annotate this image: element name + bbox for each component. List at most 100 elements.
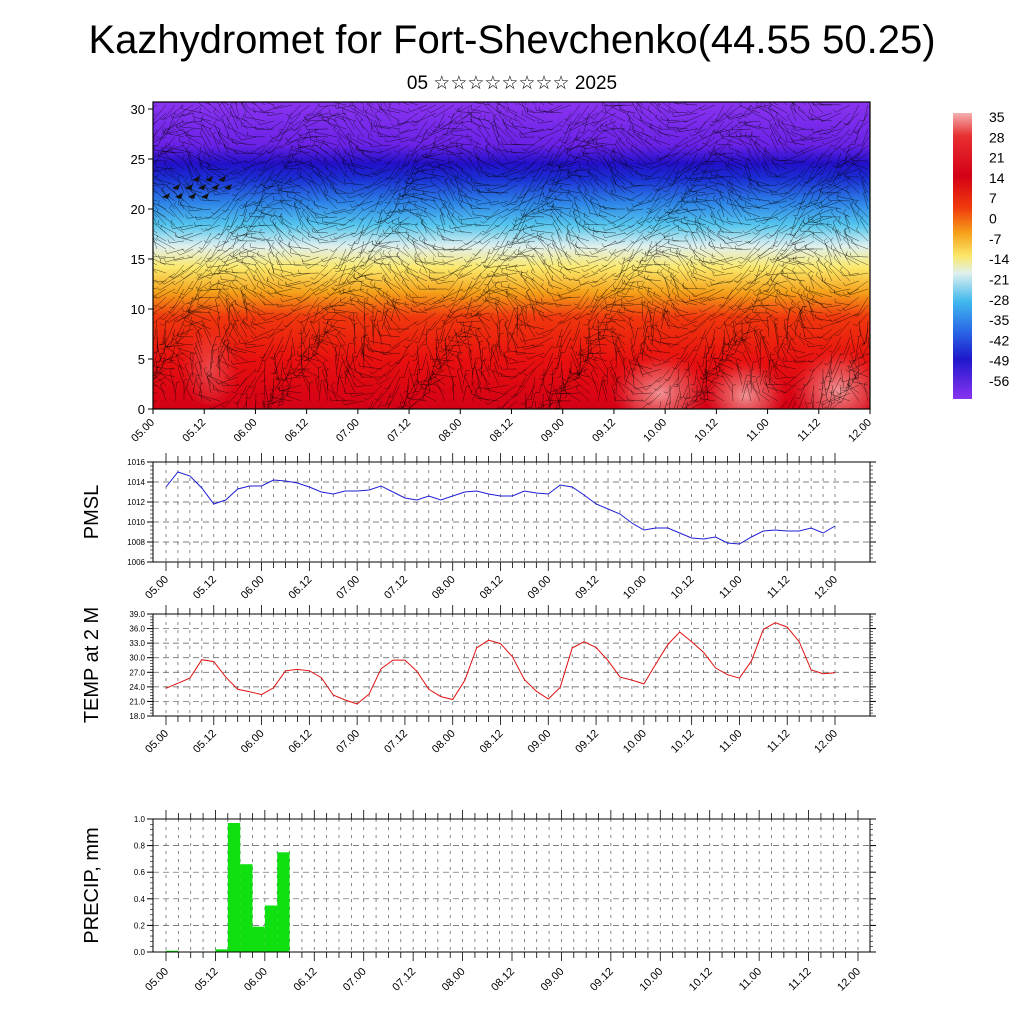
y-tick-label: 25 xyxy=(131,152,145,167)
x-tick-label: 06.00 xyxy=(239,574,267,602)
wind-flag xyxy=(201,193,209,199)
x-tick-label: 09.12 xyxy=(573,728,601,756)
colorbar-label: -42 xyxy=(989,332,1009,348)
colorbar-label: 28 xyxy=(989,129,1005,145)
wind-flag xyxy=(192,176,200,182)
pmsl-ylabel: PMSL xyxy=(81,485,103,539)
colorbar-label: 0 xyxy=(989,211,997,227)
x-tick-label: 06.00 xyxy=(232,417,260,445)
x-tick-label: 11.12 xyxy=(765,574,792,601)
x-tick-label: 08.12 xyxy=(489,966,517,994)
temp-series-line xyxy=(165,622,836,705)
x-tick-label: 09.12 xyxy=(573,574,601,602)
colorbar-label: -7 xyxy=(989,231,1002,247)
y-tick-label: 0.0 xyxy=(134,948,146,957)
x-tick-label: 05.12 xyxy=(191,728,219,756)
y-tick-label: 20 xyxy=(131,202,145,217)
x-tick-label: 10.12 xyxy=(669,574,697,602)
precip-bar xyxy=(215,949,228,952)
y-tick-label: 30.0 xyxy=(129,654,145,663)
wind-flag xyxy=(162,193,170,199)
colorbar: 35 28 21 14 7 0 -7 -14 -21 -28 -35 -42 -49 -56 xyxy=(953,109,1009,399)
wind-flag xyxy=(205,176,213,182)
x-tick-label: 08.00 xyxy=(430,574,458,602)
x-tick-label: 07.12 xyxy=(382,574,410,602)
precip-frame xyxy=(152,818,871,953)
y-tick-label: 30 xyxy=(131,102,145,117)
precip-bars xyxy=(166,823,290,953)
x-tick-label: 07.00 xyxy=(334,417,362,445)
x-tick-label: 12.00 xyxy=(812,728,840,756)
x-tick-label: 08.12 xyxy=(478,574,506,602)
x-tick-label: 12.00 xyxy=(846,417,874,445)
precip-bar xyxy=(264,905,278,952)
wind-barb-lines xyxy=(153,102,870,409)
y-tick-label: 36.0 xyxy=(129,625,145,634)
pmsl-series-line xyxy=(165,471,836,545)
x-tick-label: 11.12 xyxy=(796,417,823,444)
precip-bar xyxy=(240,864,253,952)
colorbar-label: -49 xyxy=(989,353,1009,369)
colorbar-label: -21 xyxy=(989,271,1009,287)
y-tick-label: 1006 xyxy=(127,558,145,567)
y-tick-label: 1014 xyxy=(127,478,145,487)
x-tick-label: 08.00 xyxy=(436,417,464,445)
x-tick-label: 09.00 xyxy=(539,966,567,994)
y-tick-label: 0.8 xyxy=(134,842,146,851)
x-tick-label: 10.12 xyxy=(693,417,721,445)
colorbar-label: -14 xyxy=(989,251,1009,267)
precip-grid xyxy=(153,819,870,952)
x-tick-label: 05.12 xyxy=(191,574,219,602)
x-tick-label: 07.12 xyxy=(385,417,413,445)
y-tick-label: 1010 xyxy=(127,518,145,527)
y-tick-label: 1008 xyxy=(127,538,145,547)
chart-subtitle: 05 ☆☆☆☆☆☆☆☆ 2025 xyxy=(406,73,618,94)
x-tick-label: 10.00 xyxy=(621,728,649,756)
x-tick-label: 11.12 xyxy=(786,966,813,993)
wind-flag xyxy=(198,184,206,190)
y-tick-label: 1012 xyxy=(127,498,145,507)
x-tick-label: 09.00 xyxy=(539,417,567,445)
x-tick-label: 07.12 xyxy=(390,966,418,994)
wind-flag xyxy=(224,184,232,190)
x-tick-label: 12.00 xyxy=(812,574,840,602)
x-tick-label: 10.12 xyxy=(687,966,715,994)
x-tick-label: 11.12 xyxy=(765,728,792,755)
x-tick-label: 08.12 xyxy=(478,728,506,756)
x-tick-label: 07.00 xyxy=(341,966,369,994)
precip-ylabel: PRECIP, mm xyxy=(81,827,103,943)
colorbar-label: 7 xyxy=(989,190,997,206)
x-tick-label: 05.00 xyxy=(143,728,171,756)
y-tick-label: 21.0 xyxy=(129,697,145,706)
y-tick-label: 5 xyxy=(138,352,145,367)
x-tick-label: 06.12 xyxy=(287,574,315,602)
x-tick-label: 06.12 xyxy=(283,417,311,445)
x-tick-label: 05.00 xyxy=(129,417,157,445)
x-tick-label: 09.12 xyxy=(588,966,616,994)
x-tick-label: 09.00 xyxy=(525,574,553,602)
temp-ylabel: TEMP at 2 M xyxy=(81,607,103,723)
x-tick-label: 05.00 xyxy=(143,574,171,602)
x-tick-label: 07.12 xyxy=(382,728,410,756)
colorbar-label: -28 xyxy=(989,292,1009,308)
x-tick-label: 11.00 xyxy=(737,966,764,993)
x-tick-label: 11.00 xyxy=(717,574,744,601)
y-tick-label: 24.0 xyxy=(129,683,145,692)
y-tick-label: 1.0 xyxy=(134,815,146,824)
precip-bar xyxy=(277,852,290,953)
y-tick-label: 0 xyxy=(138,402,145,417)
y-tick-label: 0.2 xyxy=(134,921,146,930)
x-tick-label: 05.12 xyxy=(193,966,221,994)
chart-title: Kazhydromet for Fort-Shevchenko(44.55 50… xyxy=(88,18,936,62)
x-tick-label: 10.00 xyxy=(641,417,669,445)
x-tick-label: 11.00 xyxy=(717,728,744,755)
x-tick-label: 09.12 xyxy=(590,417,618,445)
x-tick-label: 08.12 xyxy=(488,417,516,445)
temp-axes: 18.0 21.0 24.0 27.0 30.0 33.0 36.0 39.0 05.00 05.… xyxy=(129,605,876,756)
x-tick-label: 08.00 xyxy=(440,966,468,994)
x-tick-label: 10.12 xyxy=(669,728,697,756)
x-tick-label: 10.00 xyxy=(637,966,665,994)
x-tick-label: 06.00 xyxy=(239,728,267,756)
x-tick-label: 10.00 xyxy=(621,574,649,602)
